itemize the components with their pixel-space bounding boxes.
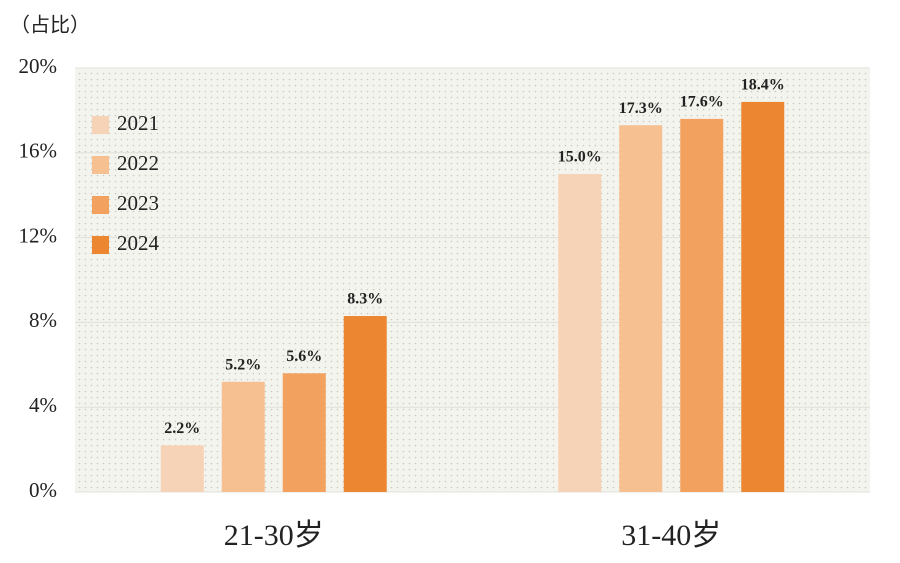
value-label: 5.6%: [286, 348, 322, 365]
value-label: 15.0%: [558, 149, 602, 166]
y-tick-label: 4%: [29, 393, 57, 417]
value-label: 17.3%: [619, 100, 663, 117]
x-tick-label: 21-30岁: [224, 519, 324, 552]
value-label: 5.2%: [225, 356, 261, 373]
legend-swatch: [92, 156, 109, 174]
bar: [680, 118, 724, 492]
y-tick-label: 8%: [29, 308, 57, 332]
bar: [221, 381, 265, 492]
legend-label: 2024: [117, 231, 160, 255]
value-label: 18.4%: [741, 77, 785, 94]
legend-swatch: [92, 196, 109, 214]
bar: [160, 445, 204, 492]
y-axis-title: （占比）: [10, 13, 90, 37]
bar: [343, 316, 387, 492]
legend-label: 2022: [117, 151, 159, 175]
value-label: 2.2%: [164, 420, 200, 437]
x-tick-label: 31-40岁: [621, 519, 721, 552]
value-label: 8.3%: [347, 291, 383, 308]
legend-label: 2023: [117, 191, 159, 215]
legend-swatch: [92, 116, 109, 134]
y-tick-label: 20%: [19, 54, 58, 78]
y-tick-label: 16%: [19, 139, 58, 163]
bar: [619, 125, 663, 493]
y-tick-label: 0%: [29, 478, 57, 502]
y-tick-label: 12%: [19, 223, 58, 247]
legend-swatch: [92, 236, 109, 254]
plot-background: [75, 68, 870, 492]
legend-label: 2021: [117, 111, 159, 135]
value-label: 17.6%: [680, 94, 724, 111]
bar: [282, 373, 326, 492]
bar: [558, 174, 602, 492]
bar: [741, 101, 785, 493]
